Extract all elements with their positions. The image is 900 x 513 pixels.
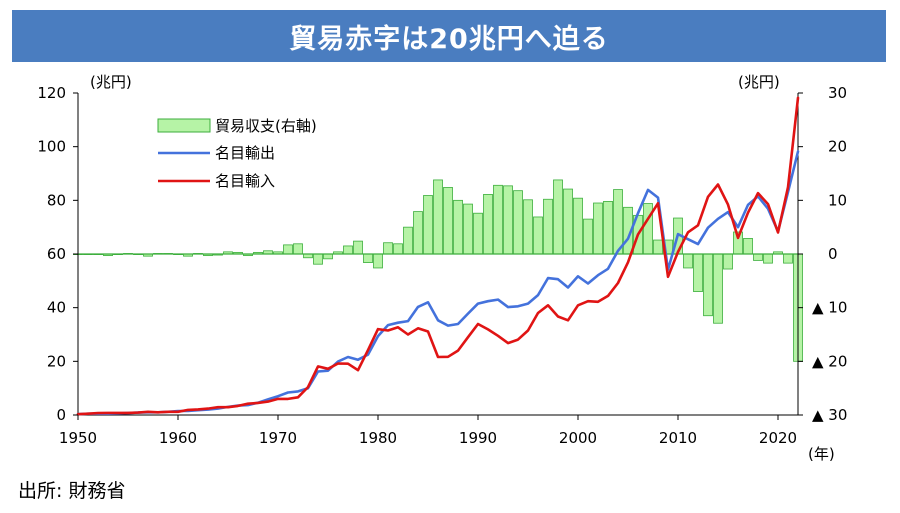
balance-bar-2004 <box>613 189 623 255</box>
y-right-tick-label-4: ▲ 10 <box>812 299 847 317</box>
balance-bar-2014 <box>713 253 723 324</box>
legend: 貿易収支(右軸) 名目輸出 名目輸入 <box>157 117 317 190</box>
balance-bar-1979 <box>363 253 373 263</box>
y-left-tick-label-40: 40 <box>47 299 66 317</box>
balance-bar-2011 <box>683 253 693 269</box>
balance-bar-2021 <box>783 253 793 264</box>
y-right-tick-label-5: ▲ 20 <box>812 352 847 370</box>
balance-bar-1987 <box>443 187 453 255</box>
balance-bar-1998 <box>553 179 563 255</box>
balance-bar-1977 <box>343 245 353 255</box>
balance-bar-2012 <box>693 253 703 292</box>
tick-labels: 1950 1960 1970 1980 1990 2000 2010 202002040608… <box>37 84 847 447</box>
y-left-tick-label-20: 20 <box>47 352 66 370</box>
x-unit-label: (年) <box>808 445 835 463</box>
left-unit-label: (兆円) <box>90 73 132 91</box>
source-note: 出所: 財務省 <box>18 480 126 502</box>
balance-bar-1993 <box>503 185 513 255</box>
y-left-tick-label-80: 80 <box>47 191 66 209</box>
balance-bar-1974 <box>313 253 323 265</box>
y-left-tick-label-100: 100 <box>37 138 66 156</box>
balance-bar-1994 <box>513 190 523 255</box>
balance-bar-1983 <box>403 226 413 255</box>
y-right-tick-label-6: ▲ 30 <box>812 406 847 424</box>
balance-bar-1984 <box>413 211 423 255</box>
legend-balance-label: 貿易収支(右軸) <box>215 117 317 135</box>
balance-bar-1990 <box>473 212 483 255</box>
balance-bar-2002 <box>593 202 603 255</box>
balance-bar-2007 <box>643 203 653 255</box>
balance-bar-1975 <box>323 253 333 260</box>
balance-bar-1981 <box>383 242 393 255</box>
x-tick-label-2010: 2010 <box>659 429 697 447</box>
y-left-tick-label-60: 60 <box>47 245 66 263</box>
x-tick-label-1990: 1990 <box>459 429 497 447</box>
x-tick-label-1980: 1980 <box>359 429 397 447</box>
y-right-tick-label-1: 20 <box>828 138 847 156</box>
right-unit-label: (兆円) <box>738 73 780 91</box>
balance-bar-1988 <box>453 199 463 255</box>
balance-bar-2008 <box>653 239 663 255</box>
chart-svg: 1950 1960 1970 1980 1990 2000 2010 202002040608… <box>37 73 847 463</box>
x-tick-label-2020: 2020 <box>759 429 797 447</box>
balance-bar-1971 <box>283 244 293 255</box>
x-tick-label-1960: 1960 <box>159 429 197 447</box>
x-tick-label-1970: 1970 <box>259 429 297 447</box>
y-left-tick-label-0: 0 <box>56 406 66 424</box>
balance-bar-1991 <box>483 194 493 255</box>
x-tick-label-1950: 1950 <box>59 429 97 447</box>
line-series <box>76 96 800 416</box>
balance-bar-2018 <box>753 253 763 261</box>
balance-bar-2013 <box>703 253 713 317</box>
balance-bar-1986 <box>433 179 443 255</box>
title-banner: 貿易赤字は20兆円へ迫る <box>12 10 886 62</box>
balance-bar-1972 <box>293 243 303 255</box>
balance-bar-2001 <box>583 218 593 255</box>
import-line <box>76 96 800 416</box>
balance-bars <box>73 179 803 362</box>
y-right-tick-label-0: 30 <box>828 84 847 102</box>
legend-export-label: 名目輸出 <box>215 144 275 162</box>
legend-balance-swatch <box>157 118 211 133</box>
balance-bar-2015 <box>723 253 733 270</box>
balance-bar-1978 <box>353 240 363 255</box>
x-tick-label-2000: 2000 <box>559 429 597 447</box>
balance-bar-1995 <box>523 199 533 255</box>
balance-bar-1989 <box>463 203 473 255</box>
balance-bar-2017 <box>743 238 753 255</box>
balance-bar-1997 <box>543 198 553 255</box>
balance-bar-2003 <box>603 201 613 255</box>
balance-bar-1996 <box>533 216 543 255</box>
y-right-tick-label-2: 10 <box>828 191 847 209</box>
y-right-tick-label-3: 0 <box>828 245 838 263</box>
balance-bar-1982 <box>393 243 403 255</box>
balance-bar-2000 <box>573 197 583 255</box>
balance-bar-1999 <box>563 188 573 255</box>
balance-bar-1985 <box>423 195 433 255</box>
y-left-tick-label-120: 120 <box>37 84 66 102</box>
balance-bar-1980 <box>373 253 383 269</box>
balance-bar-2019 <box>763 253 773 264</box>
legend-import-label: 名目輸入 <box>215 172 275 190</box>
balance-bar-1992 <box>493 184 503 255</box>
chart-title: 貿易赤字は20兆円へ迫る <box>289 23 609 55</box>
